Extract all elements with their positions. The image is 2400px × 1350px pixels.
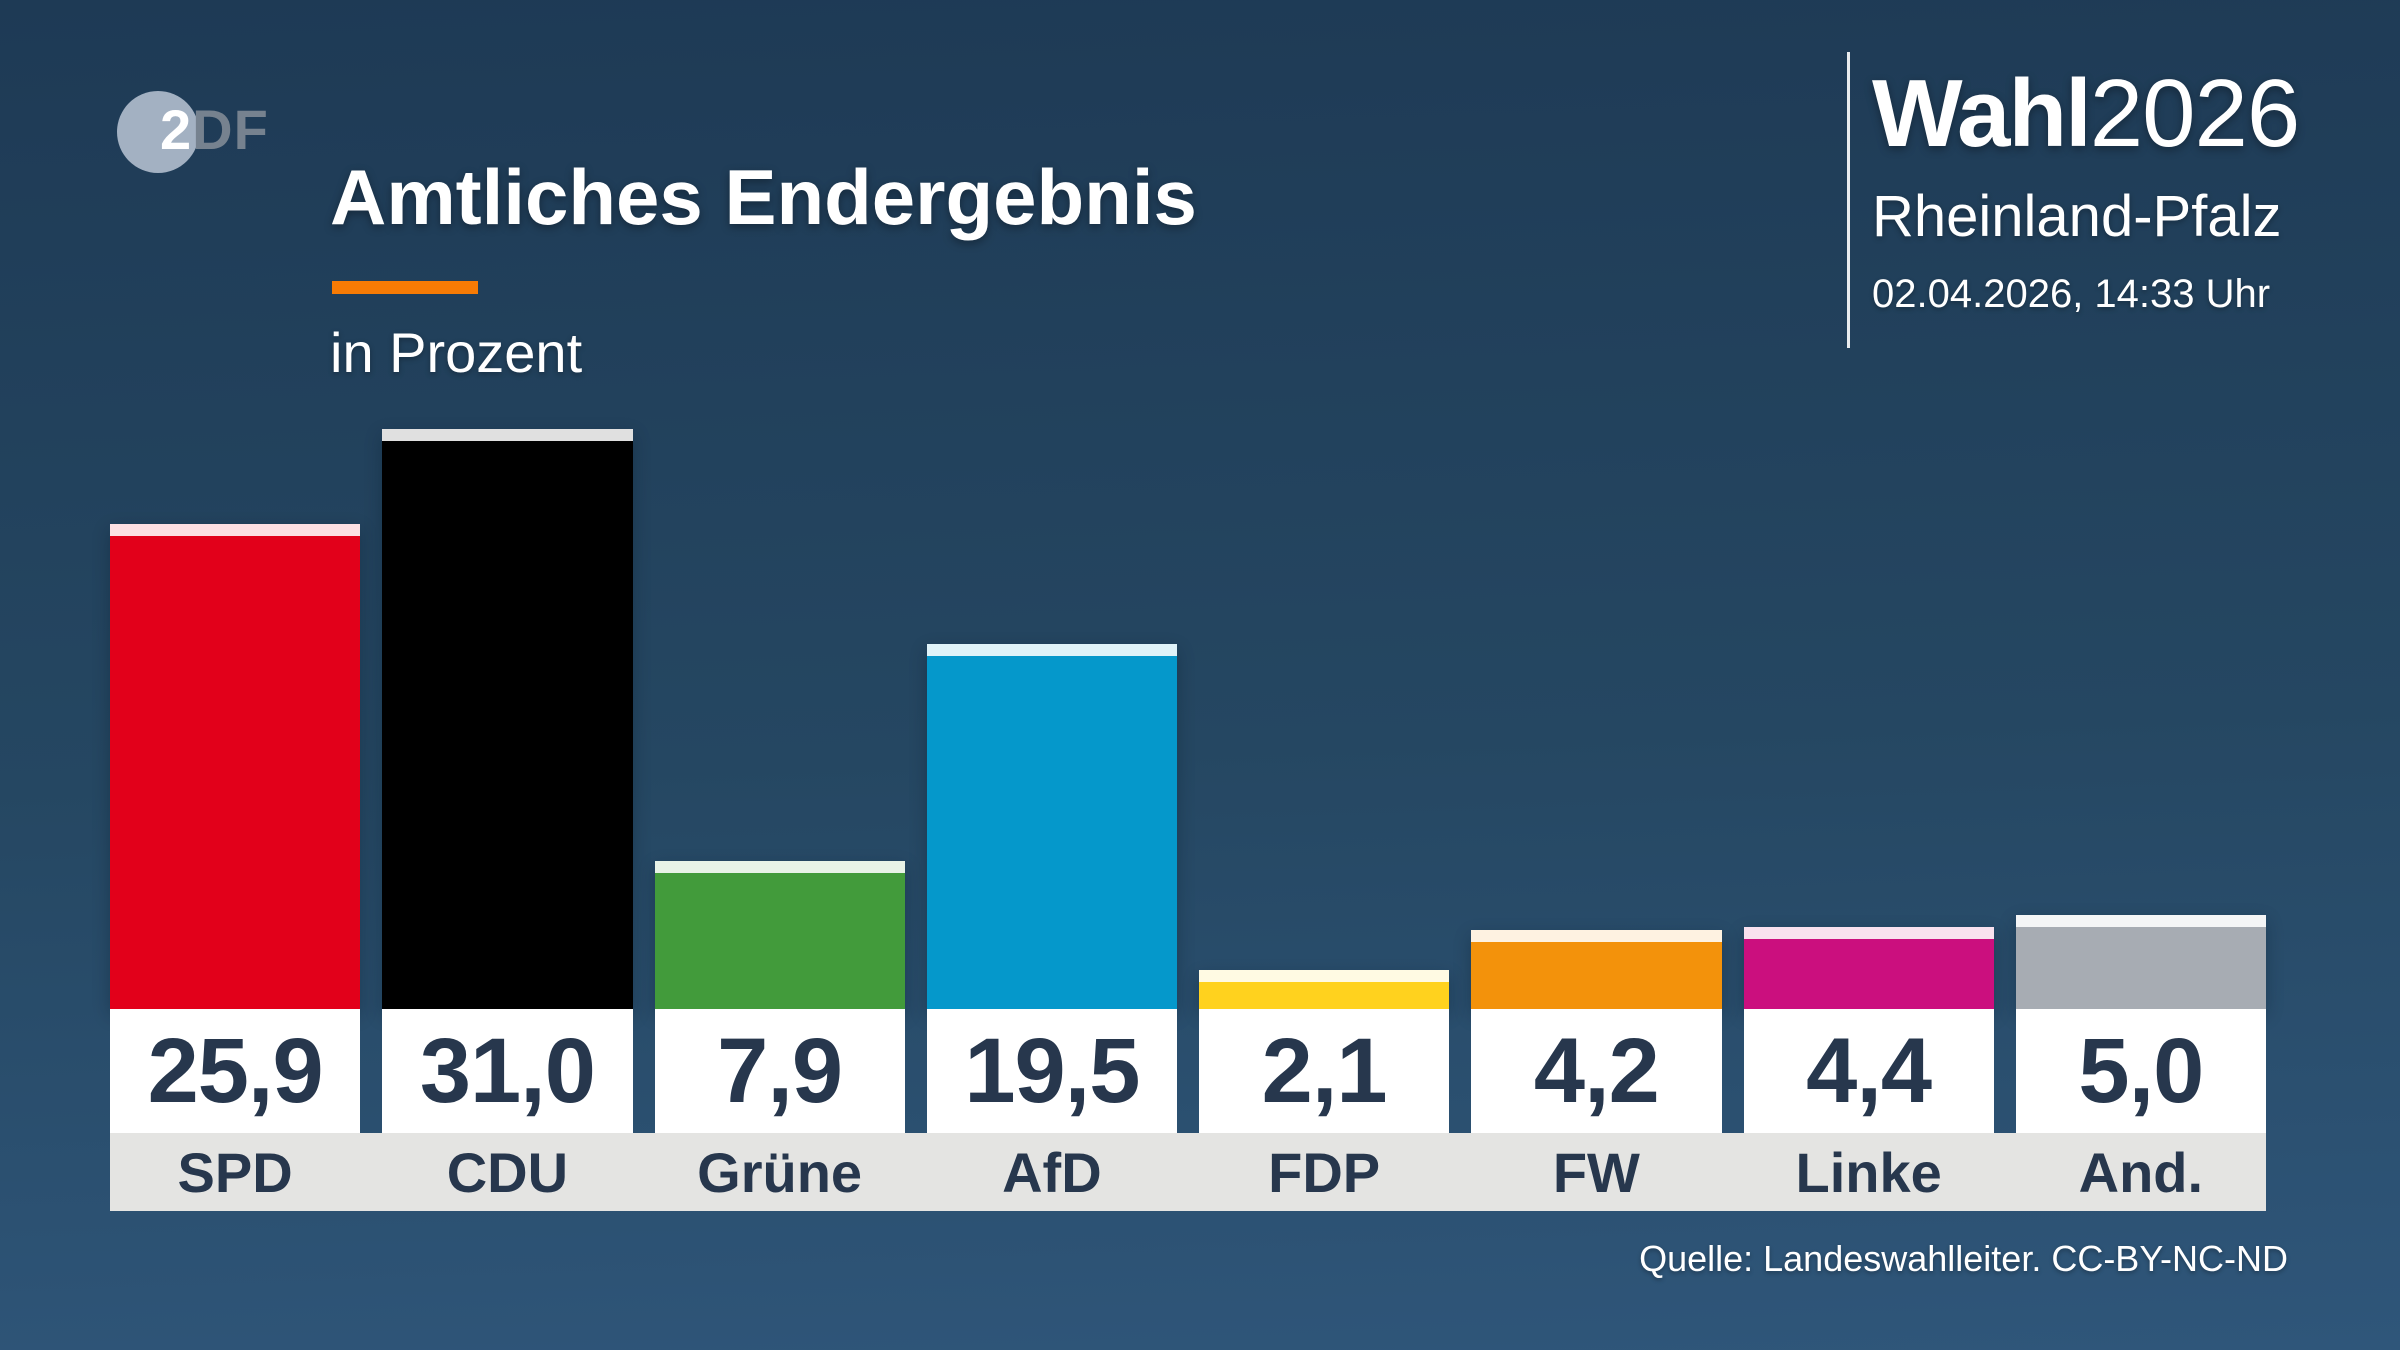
bar-cap-fw: [1471, 930, 1722, 942]
category-label-fdp: FDP: [1268, 1140, 1381, 1204]
category-label-and: And.: [2078, 1140, 2204, 1204]
bar-fw: [1471, 930, 1722, 1009]
bar-cap-afd: [926, 644, 1177, 656]
category-cell-afd: AfD: [927, 1133, 1177, 1211]
bar-fdp: [1199, 970, 1450, 1009]
zdf-logo: 2DF: [112, 88, 332, 178]
value-box-spd: 25,9: [110, 1009, 361, 1133]
value-label-spd: 25,9: [147, 1019, 324, 1122]
category-label-fw: FW: [1552, 1140, 1640, 1204]
bar-cap-fdp: [1199, 970, 1450, 982]
value-box-fdp: 2,1: [1199, 1009, 1450, 1133]
title-underline: [332, 281, 478, 294]
category-cell-linke: Linke: [1744, 1133, 1994, 1211]
category-cell-cdu: CDU: [382, 1133, 632, 1211]
brand-wahl-year: Wahl2026: [1872, 66, 2300, 162]
bar-chart: 25,9 31,0 7,9 19,5 2,1 4,2 4,4 5,0 SPD CDU Grüne A…: [110, 0, 2266, 1211]
brand-wahl: Wahl: [1872, 60, 2092, 167]
value-box-fw: 4,2: [1471, 1009, 1722, 1133]
category-label-cdu: CDU: [446, 1140, 569, 1204]
value-label-and: 5,0: [2078, 1019, 2204, 1122]
unit-label: in Prozent: [330, 321, 583, 384]
brand-year: 2026: [2089, 60, 2301, 167]
category-label-linke: Linke: [1795, 1140, 1942, 1204]
category-label-afd: AfD: [1002, 1140, 1102, 1204]
bar-cap-cdu: [382, 429, 633, 441]
brand-datetime: 02.04.2026, 14:33 Uhr: [1872, 272, 2271, 316]
bar-cap-and: [2015, 915, 2266, 927]
bar-and: [2015, 915, 2266, 1009]
value-label-grne: 7,9: [717, 1019, 843, 1122]
bar-cap-grne: [654, 861, 905, 873]
value-box-and: 5,0: [2015, 1009, 2266, 1133]
category-band: SPD CDU Grüne AfD FDP FW Linke And.: [110, 1133, 2266, 1211]
page-title: Amtliches Endergebnis: [330, 153, 1197, 241]
zdf-logo-df: DF: [192, 98, 269, 161]
category-label-grne: Grüne: [697, 1140, 863, 1204]
value-label-cdu: 31,0: [419, 1019, 596, 1122]
value-box-afd: 19,5: [926, 1009, 1177, 1133]
category-label-spd: SPD: [177, 1140, 293, 1204]
source-attribution: Quelle: Landeswahlleiter. CC-BY-NC-ND: [1639, 1238, 2288, 1279]
bar-spd: [110, 524, 361, 1009]
category-cell-grne: Grüne: [655, 1133, 905, 1211]
bar-cdu: [382, 429, 633, 1009]
category-cell-fw: FW: [1471, 1133, 1721, 1211]
zdf-logo-text: 2DF: [160, 102, 269, 158]
bars-row: [110, 0, 2266, 1009]
value-label-fw: 4,2: [1533, 1019, 1660, 1122]
labels-row: SPD CDU Grüne AfD FDP FW Linke And.: [110, 1133, 2266, 1211]
bar-linke: [1743, 927, 1994, 1009]
bar-afd: [926, 644, 1177, 1009]
bar-cap-linke: [1743, 927, 1994, 939]
values-row: 25,9 31,0 7,9 19,5 2,1 4,2 4,4 5,0: [110, 1009, 2266, 1133]
value-label-linke: 4,4: [1806, 1019, 1932, 1122]
zdf-logo-2: 2: [160, 98, 193, 161]
value-label-afd: 19,5: [964, 1019, 1140, 1122]
zdf-logo-circle: [117, 91, 199, 173]
value-box-grne: 7,9: [654, 1009, 905, 1133]
value-box-cdu: 31,0: [382, 1009, 633, 1133]
category-cell-spd: SPD: [110, 1133, 360, 1211]
brand-region: Rheinland-Pfalz: [1872, 184, 2282, 249]
value-label-fdp: 2,1: [1261, 1019, 1388, 1122]
category-cell-fdp: FDP: [1199, 1133, 1449, 1211]
category-cell-and: And.: [2016, 1133, 2266, 1211]
value-box-linke: 4,4: [1743, 1009, 1994, 1133]
bar-cap-spd: [110, 524, 361, 536]
bar-grne: [654, 861, 905, 1009]
brand-divider: [1847, 52, 1850, 348]
